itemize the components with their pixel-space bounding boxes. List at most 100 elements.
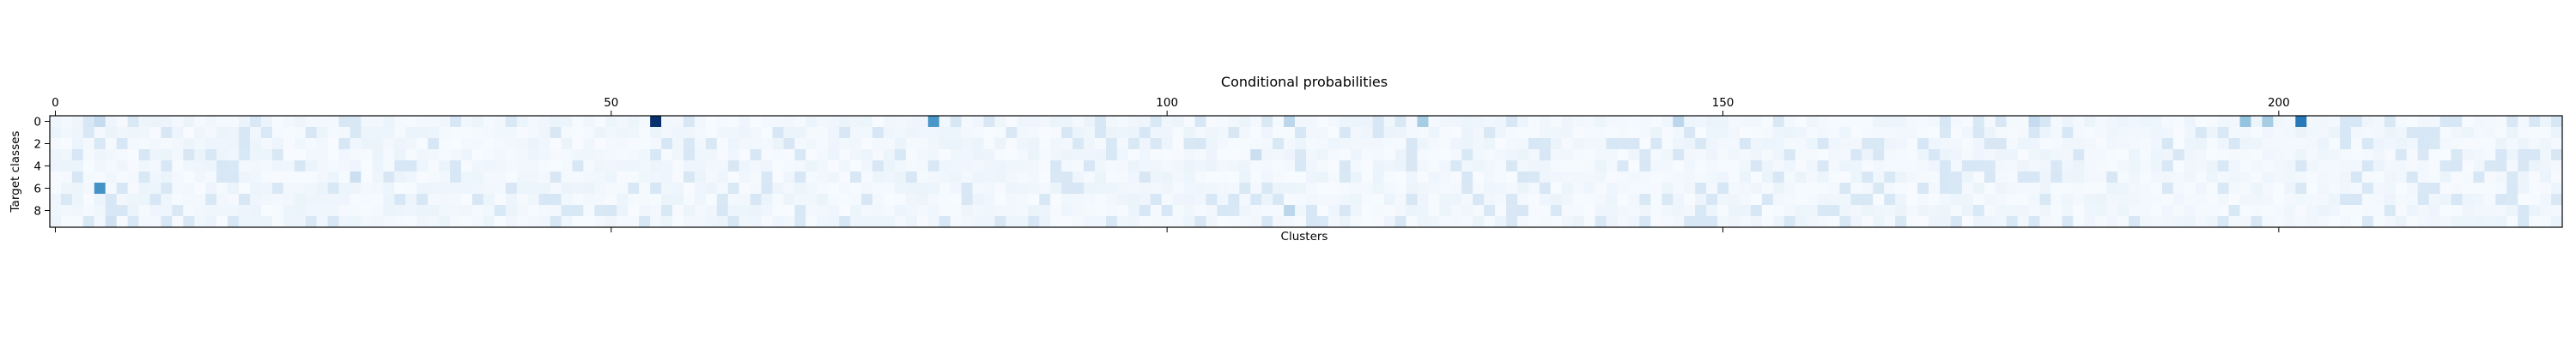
heatmap-cell (2150, 138, 2163, 150)
heatmap-cell (2239, 127, 2251, 139)
heatmap-cell (383, 183, 395, 195)
heatmap-cell (2184, 127, 2196, 139)
heatmap-cell (1706, 205, 1718, 217)
heatmap-cell (828, 116, 840, 128)
heatmap-cell (1361, 216, 1374, 228)
heatmap-cell (1884, 127, 1896, 139)
heatmap-cell (94, 194, 106, 206)
heatmap-cell (260, 194, 273, 206)
heatmap-cell (1795, 116, 1807, 128)
heatmap-cell (1550, 216, 1563, 228)
heatmap-cell (50, 216, 62, 228)
heatmap-cell (1428, 149, 1440, 161)
heatmap-cell (1606, 138, 1618, 150)
heatmap-cell (783, 216, 795, 228)
heatmap-cell (450, 183, 462, 195)
heatmap-cell (1606, 116, 1618, 128)
heatmap-cell (817, 149, 829, 161)
heatmap-cell (305, 138, 318, 150)
heatmap-cell (650, 116, 662, 128)
heatmap-cell (661, 216, 673, 228)
heatmap-cell (2217, 194, 2229, 206)
heatmap-cell (471, 160, 484, 172)
heatmap-cell (694, 127, 707, 139)
heatmap-cell (2172, 149, 2185, 161)
heatmap-cell (71, 172, 84, 184)
heatmap-cell (349, 138, 361, 150)
heatmap-cell (727, 172, 740, 184)
heatmap-cell (2017, 160, 2029, 172)
heatmap-cell (2406, 138, 2419, 150)
heatmap-cell (2239, 205, 2251, 217)
heatmap-cell (2062, 216, 2074, 228)
heatmap-cell (2184, 138, 2196, 150)
heatmap-cell (250, 194, 262, 206)
heatmap-cell (1161, 194, 1174, 206)
heatmap-cell (1950, 172, 1963, 184)
heatmap-cell (894, 149, 907, 161)
heatmap-cell (338, 116, 350, 128)
heatmap-cell (1850, 127, 1862, 139)
heatmap-cell (394, 216, 406, 228)
heatmap-cell (950, 138, 963, 150)
heatmap-cell (1750, 172, 1763, 184)
heatmap-cell (316, 149, 329, 161)
heatmap-cell (628, 216, 640, 228)
heatmap-cell (1506, 172, 1518, 184)
heatmap-cell (1939, 194, 1952, 206)
heatmap-cell (884, 183, 896, 195)
heatmap-cell (1005, 160, 1018, 172)
heatmap-cell (1739, 138, 1752, 150)
heatmap-cell (1617, 172, 1629, 184)
heatmap-cell (1127, 183, 1140, 195)
heatmap-cell (572, 149, 584, 161)
heatmap-cell (1662, 216, 1674, 228)
heatmap-cell (1895, 216, 1907, 228)
heatmap-cell (1017, 194, 1029, 206)
heatmap-cell (127, 172, 139, 184)
heatmap-cell (2273, 172, 2285, 184)
heatmap-cell (1295, 216, 1307, 228)
heatmap-cell (2184, 194, 2196, 206)
heatmap-cell (1929, 172, 1941, 184)
heatmap-cell (1039, 172, 1051, 184)
heatmap-cell (461, 205, 473, 217)
heatmap-cell (516, 149, 529, 161)
heatmap-cell (394, 127, 406, 139)
heatmap-cell (1194, 116, 1206, 128)
heatmap-cell (1495, 127, 1507, 139)
heatmap-cell (1516, 160, 1529, 172)
heatmap-cell (738, 149, 751, 161)
heatmap-cell (471, 205, 484, 217)
heatmap-cell (727, 205, 740, 217)
heatmap-cell (1206, 172, 1218, 184)
heatmap-cell (1495, 194, 1507, 206)
heatmap-cell (927, 172, 940, 184)
heatmap-cell (2439, 149, 2451, 161)
heatmap-cell (805, 216, 817, 228)
heatmap-cell (950, 183, 963, 195)
heatmap-cell (271, 216, 284, 228)
heatmap-cell (761, 116, 773, 128)
heatmap-cell (327, 116, 340, 128)
heatmap-cell (2161, 127, 2174, 139)
heatmap-cell (316, 205, 329, 217)
heatmap-cell (1228, 160, 1240, 172)
heatmap-cell (1105, 116, 1118, 128)
heatmap-cell (405, 116, 417, 128)
heatmap-cell (494, 183, 507, 195)
heatmap-cell (2228, 183, 2240, 195)
heatmap-cell (1428, 127, 1440, 139)
heatmap-cell (927, 138, 940, 150)
heatmap-cell (338, 160, 350, 172)
heatmap-cell (1617, 216, 1629, 228)
heatmap-cell (2484, 205, 2496, 217)
heatmap-cell (583, 160, 595, 172)
heatmap-cell (1261, 194, 1273, 206)
heatmap-cell (927, 183, 940, 195)
heatmap-cell (1673, 172, 1685, 184)
heatmap-cell (1583, 194, 1596, 206)
heatmap-cell (1339, 172, 1352, 184)
heatmap-cell (1039, 116, 1051, 128)
heatmap-cell (1017, 116, 1029, 128)
